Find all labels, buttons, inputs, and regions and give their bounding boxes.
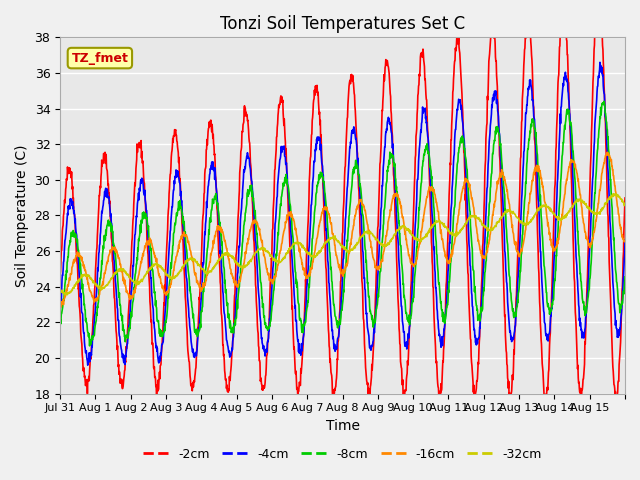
Line: -2cm: -2cm bbox=[60, 0, 625, 404]
-32cm bbox=[621, 202, 629, 207]
-32cm bbox=[559, 214, 566, 220]
-2cm bbox=[476, 334, 483, 340]
-16cm bbox=[58, 304, 65, 310]
-4cm bbox=[145, 243, 153, 249]
Line: -16cm: -16cm bbox=[60, 152, 625, 307]
-8cm bbox=[56, 324, 64, 329]
-16cm bbox=[559, 206, 566, 212]
-32cm bbox=[145, 266, 153, 272]
-16cm bbox=[476, 247, 484, 253]
-16cm bbox=[604, 149, 611, 155]
-32cm bbox=[614, 193, 622, 199]
-32cm bbox=[62, 292, 70, 298]
Title: Tonzi Soil Temperatures Set C: Tonzi Soil Temperatures Set C bbox=[220, 15, 465, 33]
-32cm bbox=[317, 247, 325, 252]
-8cm bbox=[600, 98, 608, 104]
-16cm bbox=[621, 238, 629, 244]
-2cm bbox=[559, 6, 566, 12]
-16cm bbox=[614, 211, 622, 217]
-8cm bbox=[328, 279, 336, 285]
Legend: -2cm, -4cm, -8cm, -16cm, -32cm: -2cm, -4cm, -8cm, -16cm, -32cm bbox=[138, 443, 547, 466]
-4cm bbox=[476, 325, 484, 331]
-16cm bbox=[317, 213, 325, 218]
-4cm bbox=[328, 328, 336, 334]
-4cm bbox=[84, 362, 92, 368]
-4cm bbox=[614, 334, 622, 340]
-16cm bbox=[328, 229, 336, 235]
-8cm bbox=[86, 343, 93, 349]
Line: -4cm: -4cm bbox=[60, 62, 625, 365]
-32cm bbox=[476, 218, 484, 224]
-2cm bbox=[621, 195, 629, 201]
Line: -32cm: -32cm bbox=[60, 193, 625, 295]
-2cm bbox=[56, 273, 64, 279]
-4cm bbox=[621, 237, 629, 243]
-8cm bbox=[559, 147, 566, 153]
-8cm bbox=[317, 172, 325, 178]
-4cm bbox=[596, 60, 604, 65]
-2cm bbox=[614, 378, 622, 384]
-8cm bbox=[145, 234, 153, 240]
-2cm bbox=[613, 401, 621, 407]
-4cm bbox=[56, 306, 64, 312]
-32cm bbox=[609, 191, 617, 196]
Text: TZ_fmet: TZ_fmet bbox=[72, 51, 129, 65]
Line: -8cm: -8cm bbox=[60, 101, 625, 346]
-4cm bbox=[317, 155, 325, 161]
-8cm bbox=[621, 274, 629, 280]
-8cm bbox=[614, 300, 622, 305]
-16cm bbox=[145, 238, 153, 243]
-8cm bbox=[476, 318, 484, 324]
-32cm bbox=[56, 286, 64, 292]
X-axis label: Time: Time bbox=[326, 419, 360, 433]
-2cm bbox=[317, 132, 325, 138]
-16cm bbox=[56, 300, 64, 306]
Y-axis label: Soil Temperature (C): Soil Temperature (C) bbox=[15, 144, 29, 287]
-2cm bbox=[145, 265, 152, 271]
-4cm bbox=[559, 86, 566, 92]
-2cm bbox=[328, 373, 335, 379]
-32cm bbox=[328, 235, 336, 240]
